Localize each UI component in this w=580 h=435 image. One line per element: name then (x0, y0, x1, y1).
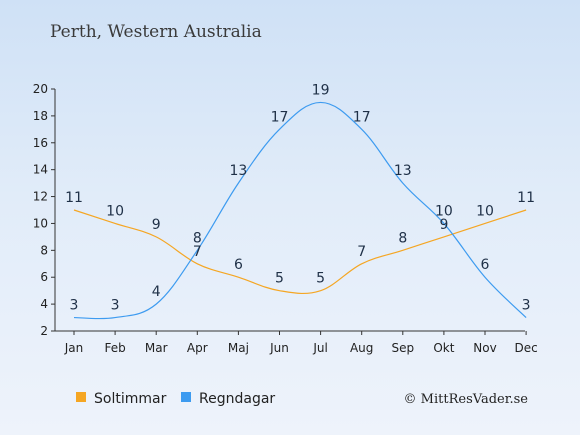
data-label-soltimmar: 10 (476, 203, 494, 219)
series-line-soltimmar (73, 209, 527, 295)
x-tick-label: Dec (514, 341, 537, 355)
y-tick-label: 4 (40, 297, 48, 311)
copyright-text: © MittResVader.se (404, 392, 529, 407)
data-label-soltimmar: 7 (193, 244, 202, 260)
legend-label-soltimmar: Soltimmar (94, 391, 167, 407)
chart-title: Perth, Western Australia (50, 22, 262, 42)
y-tick-label: 14 (33, 163, 48, 177)
data-label-regndagar: 10 (435, 203, 453, 219)
y-tick-label: 12 (33, 190, 48, 204)
series-line-regndagar (73, 101, 527, 320)
x-tick-label: Sep (391, 341, 414, 355)
data-label-regndagar: 17 (271, 109, 289, 125)
y-tick-label: 10 (33, 216, 48, 230)
data-label-soltimmar: 5 (316, 271, 325, 287)
legend-label-regndagar: Regndagar (199, 391, 275, 407)
data-label-regndagar: 19 (312, 82, 330, 98)
x-tick-label: Okt (433, 341, 454, 355)
chart-axes: 2 4 6 8 10 12 14 16 18 20 Jan Feb Mar Apr Maj Jun Jul Aug… (33, 82, 538, 355)
data-label-soltimmar: 9 (439, 217, 448, 233)
y-tick-label: 16 (33, 136, 48, 150)
x-tick-label: Jun (269, 341, 289, 355)
y-tick-label: 2 (40, 324, 48, 338)
y-tick-label: 18 (33, 109, 48, 123)
data-label-soltimmar: 11 (517, 190, 535, 206)
series-lines (73, 101, 527, 320)
data-label-regndagar: 3 (522, 298, 531, 314)
x-tick-label: Jan (64, 341, 84, 355)
data-label-soltimmar: 8 (398, 230, 407, 246)
data-label-regndagar: 3 (111, 298, 120, 314)
data-label-regndagar: 13 (229, 163, 247, 179)
y-tick-label: 8 (40, 243, 48, 257)
x-tick-label: Nov (473, 341, 496, 355)
x-tick-label: Apr (187, 341, 208, 355)
x-tick-label: Jul (312, 341, 327, 355)
x-tick-label: Aug (350, 341, 373, 355)
legend-swatch-regndagar (181, 392, 191, 402)
data-label-regndagar: 8 (193, 230, 202, 246)
x-tick-label: Mar (145, 341, 168, 355)
y-tick-label: 6 (40, 270, 48, 284)
data-label-regndagar: 4 (152, 284, 161, 300)
data-label-soltimmar: 9 (152, 217, 161, 233)
legend: Soltimmar Regndagar (76, 391, 275, 407)
data-label-soltimmar: 6 (234, 257, 243, 273)
data-label-regndagar: 13 (394, 163, 412, 179)
data-label-soltimmar: 5 (275, 271, 284, 287)
data-label-soltimmar: 10 (106, 203, 124, 219)
y-tick-label: 20 (33, 82, 48, 96)
data-label-soltimmar: 11 (65, 190, 83, 206)
data-label-regndagar: 3 (70, 298, 79, 314)
data-label-regndagar: 6 (481, 257, 490, 273)
data-label-soltimmar: 7 (357, 244, 366, 260)
x-tick-label: Feb (104, 341, 125, 355)
legend-swatch-soltimmar (76, 392, 86, 402)
x-tick-label: Maj (228, 341, 249, 355)
data-label-regndagar: 17 (353, 109, 371, 125)
